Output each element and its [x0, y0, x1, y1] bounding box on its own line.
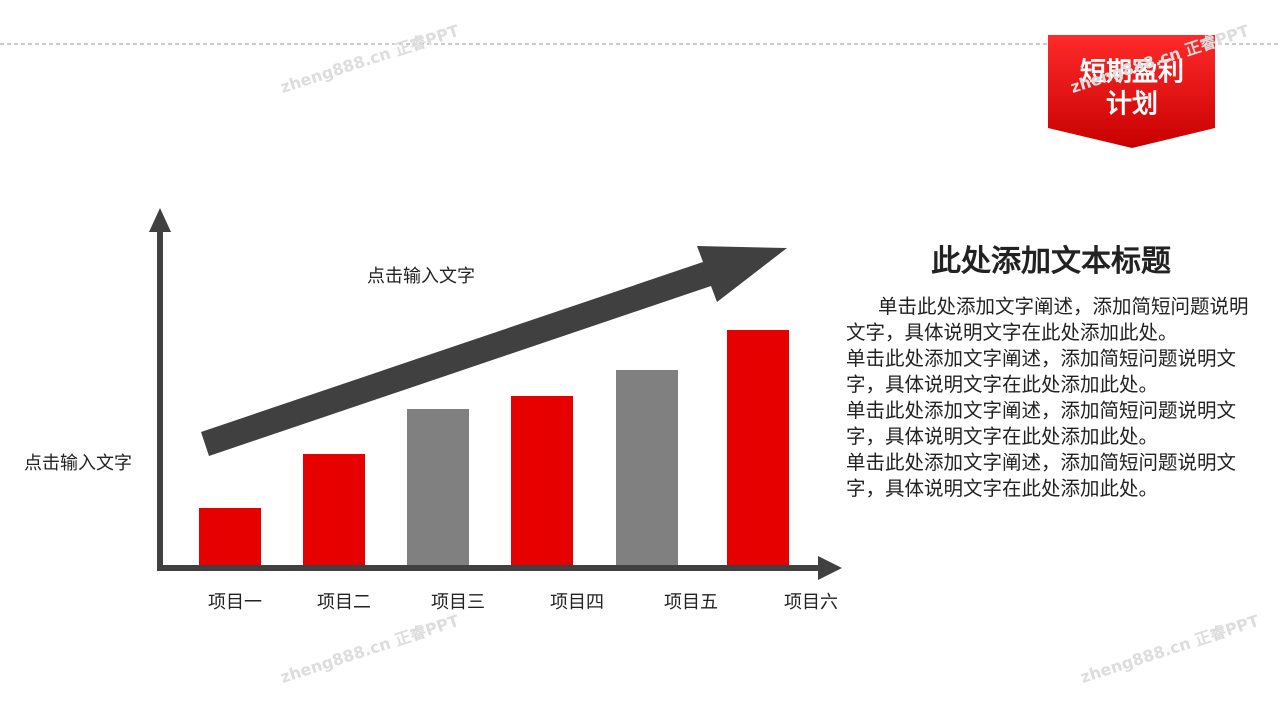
x-tick-label: 项目二 [317, 592, 371, 613]
x-tick-label: 项目六 [784, 592, 838, 613]
paragraph: 单击此处添加文字阐述，添加简短问题说明文字，具体说明文字在此处添加此处。 [846, 347, 1237, 396]
y-axis-arrow [149, 208, 171, 232]
bar [616, 370, 678, 565]
bar [511, 396, 573, 565]
x-tick-label: 项目三 [431, 592, 485, 613]
text-box: 此处添加文本标题 单击此处添加文字阐述，添加简短问题说明文字，具体说明文字在此处… [846, 236, 1256, 502]
x-tick-label: 项目五 [664, 592, 718, 613]
trend-arrow [201, 246, 787, 456]
bar [407, 409, 469, 565]
bar [727, 330, 789, 565]
bar [199, 508, 261, 565]
x-tick-label: 项目一 [208, 592, 262, 613]
y-axis-label: 点击输入文字 [24, 453, 132, 474]
x-axis-arrow [818, 556, 842, 580]
x-tick-label: 项目四 [550, 592, 604, 613]
heading: 此处添加文本标题 [931, 244, 1171, 279]
paragraph: 单击此处添加文字阐述，添加简短问题说明文字，具体说明文字在此处添加此处。 [846, 399, 1237, 448]
watermark: zheng888.cn 正睿PPT [278, 611, 462, 687]
badge [1048, 35, 1215, 148]
watermark: zheng888.cn 正睿PPT [1078, 611, 1262, 687]
annotation: 点击输入文字 [367, 266, 475, 287]
paragraph: 单击此处添加文字阐述，添加简短问题说明文字，具体说明文字在此处添加此处。 [846, 451, 1237, 500]
watermark: zheng888.cn 正睿PPT [278, 21, 462, 97]
badge-text: 短期盈利 [1080, 58, 1184, 88]
paragraph: 单击此处添加文字阐述，添加简短问题说明文字，具体说明文字在此处添加此处。 [846, 295, 1249, 344]
badge-text: 计划 [1106, 90, 1158, 120]
bar [303, 454, 365, 565]
